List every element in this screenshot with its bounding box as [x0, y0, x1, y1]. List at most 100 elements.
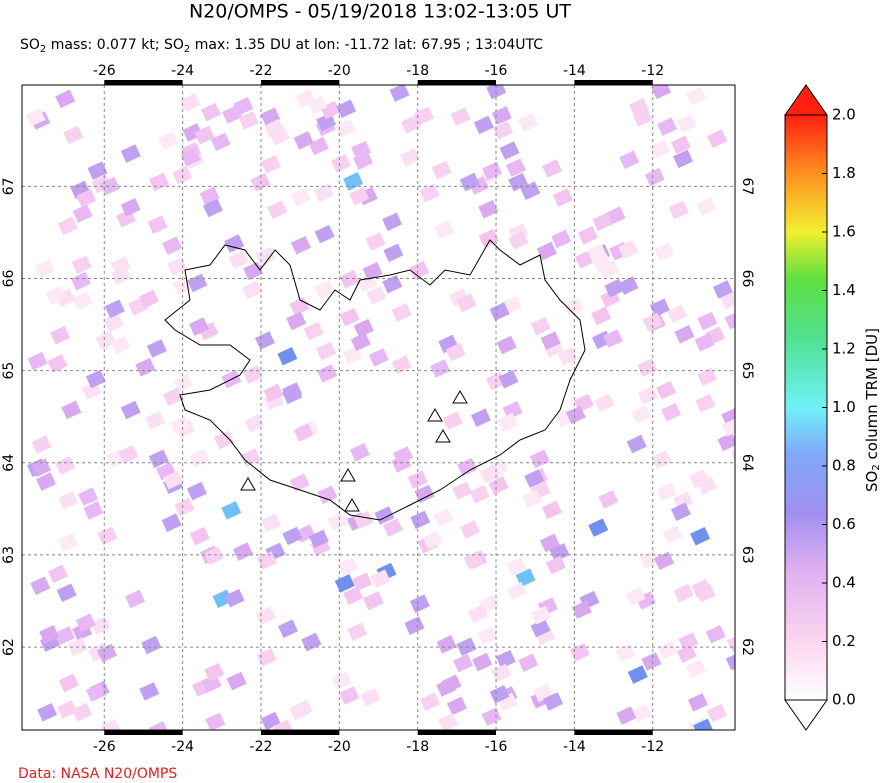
- colorbar-tick-label: 1.6: [832, 223, 856, 241]
- pixel: [317, 485, 338, 504]
- pixel: [368, 348, 389, 367]
- pixel: [563, 297, 584, 316]
- pixel: [720, 291, 735, 310]
- pixel: [707, 703, 728, 723]
- pixel: [591, 306, 612, 326]
- pixel: [342, 346, 363, 365]
- pixel: [649, 298, 670, 317]
- subscript: 2: [184, 44, 190, 55]
- pixel: [343, 172, 364, 191]
- pixel: [616, 706, 637, 725]
- pixel: [343, 586, 364, 605]
- pixel: [453, 653, 474, 673]
- pixel: [481, 707, 502, 726]
- pixel: [189, 317, 210, 336]
- pixel: [409, 594, 430, 613]
- pixel: [632, 108, 653, 127]
- pixel: [676, 114, 697, 133]
- pixel: [314, 280, 335, 299]
- pixel: [721, 418, 735, 437]
- pixel: [407, 470, 428, 489]
- pixel: [317, 364, 338, 383]
- frame-bar: [260, 80, 340, 85]
- subtitle: SO2 mass: 0.077 kt; SO2 max: 1.35 DU at …: [20, 37, 543, 55]
- pixel: [47, 564, 68, 584]
- colorbar-tick-label: 2.0: [832, 106, 856, 124]
- pixel: [250, 172, 271, 192]
- pixel: [497, 412, 518, 432]
- pixel: [409, 260, 430, 280]
- pixel: [413, 106, 434, 126]
- pixel: [146, 339, 167, 358]
- pixel: [404, 616, 425, 635]
- pixel: [170, 416, 191, 435]
- pixel: [118, 445, 139, 464]
- pixel: [522, 489, 543, 509]
- pixel: [470, 408, 491, 428]
- pixel: [141, 635, 162, 655]
- pixel: [54, 626, 75, 645]
- pixel: [499, 141, 520, 160]
- pixel: [180, 148, 201, 167]
- pixel: [173, 373, 194, 393]
- pixel: [35, 472, 56, 491]
- colorbar-tick-label: 1.2: [832, 340, 856, 358]
- pixel: [391, 303, 412, 322]
- pixel: [530, 618, 551, 638]
- pixel: [498, 370, 519, 389]
- pixel: [530, 316, 551, 336]
- pixel: [55, 89, 76, 109]
- colorbar-tick-label: 0.0: [832, 691, 856, 709]
- pixel: [467, 604, 488, 624]
- pixel: [360, 687, 381, 707]
- pixel: [339, 686, 360, 705]
- pixel: [637, 358, 658, 377]
- subtitle-part: SO: [20, 37, 40, 53]
- pixel: [602, 329, 623, 348]
- pixel: [138, 289, 159, 309]
- pixel: [557, 347, 578, 366]
- pixel: [221, 501, 242, 520]
- pixel: [111, 266, 132, 285]
- pixel: [233, 96, 254, 116]
- pixel: [676, 644, 697, 663]
- frame-bar: [574, 80, 653, 85]
- pixel: [657, 640, 678, 660]
- pixel: [61, 400, 82, 420]
- pixel: [577, 226, 598, 245]
- pixel: [290, 235, 311, 255]
- pixel: [289, 473, 310, 492]
- y-tick-label-right: 63: [739, 546, 755, 564]
- y-tick-label-right: 66: [739, 270, 755, 288]
- pixel: [422, 530, 443, 550]
- pixel: [541, 500, 562, 520]
- pixel: [256, 648, 277, 667]
- pixel: [214, 430, 235, 450]
- pixel: [649, 140, 670, 159]
- pixel: [232, 542, 253, 561]
- pixel: [210, 132, 231, 152]
- pixel: [433, 508, 454, 527]
- subtitle-part: mass: 0.077 kt; SO: [46, 37, 184, 53]
- pixel: [336, 99, 357, 118]
- pixel: [673, 491, 694, 510]
- pixel: [626, 434, 647, 454]
- pixel: [456, 293, 477, 313]
- pixel: [78, 487, 99, 506]
- pixel: [290, 187, 311, 207]
- pixel: [71, 702, 92, 722]
- pixel: [57, 700, 78, 719]
- pixel: [366, 286, 387, 305]
- pixel: [260, 154, 281, 174]
- pixel: [273, 719, 294, 730]
- pixel: [264, 118, 285, 138]
- pixel: [496, 335, 517, 355]
- pixel: [72, 204, 93, 223]
- pixel: [452, 481, 473, 500]
- pixel: [389, 85, 410, 102]
- pixel: [615, 643, 636, 662]
- frame-bar: [104, 80, 183, 85]
- pixel: [508, 172, 529, 192]
- pixel: [668, 200, 689, 220]
- pixel: [71, 255, 92, 275]
